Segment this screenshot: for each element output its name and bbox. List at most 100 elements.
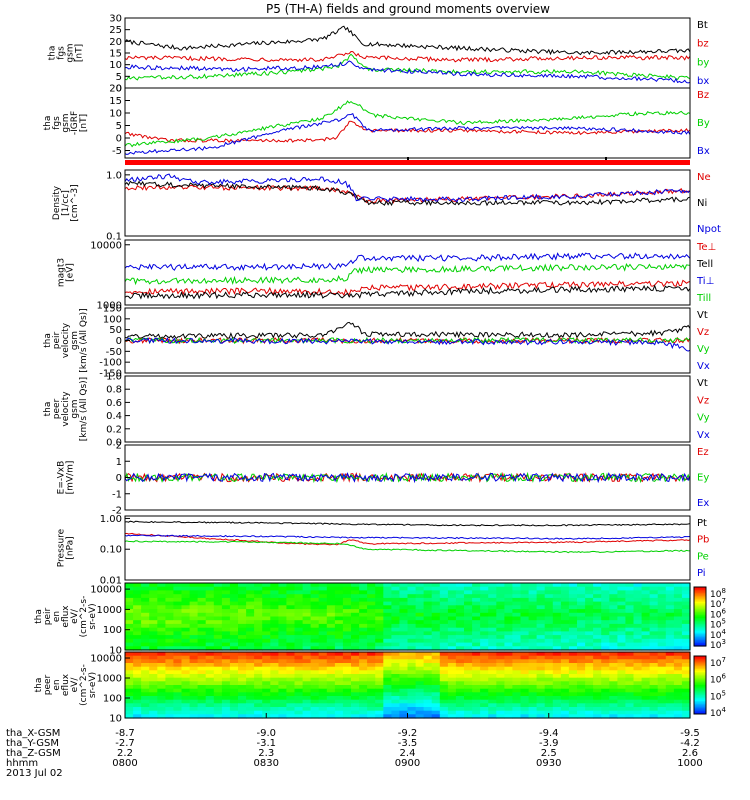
- spectrogram-cell: [149, 601, 158, 606]
- spectrogram-cell: [472, 677, 481, 682]
- colorbar-cell: [694, 606, 706, 609]
- colorbar-cell: [694, 660, 706, 663]
- spectrogram-cell: [520, 659, 530, 664]
- spectrogram-cell: [254, 594, 263, 599]
- legend-entry: Npot: [697, 224, 721, 235]
- spectrogram-cell: [197, 674, 207, 679]
- spectrogram-cell: [278, 631, 288, 636]
- spectrogram-cell: [665, 623, 675, 629]
- spectrogram-cell: [552, 594, 562, 599]
- spectrogram-cell: [205, 631, 215, 636]
- spectrogram-cell: [407, 597, 417, 603]
- spectrogram-cell: [641, 703, 651, 708]
- spectrogram-cell: [302, 663, 312, 668]
- spectrogram-cell: [254, 703, 263, 708]
- spectrogram-cell: [197, 663, 207, 668]
- spectrogram-cell: [375, 663, 384, 668]
- spectrogram-cell: [552, 655, 562, 660]
- spectrogram-cell: [657, 685, 667, 690]
- spectrogram-cell: [125, 688, 134, 693]
- spectrogram-cell: [633, 659, 643, 664]
- spectrogram-cell: [149, 583, 158, 588]
- spectrogram-cell: [181, 659, 191, 664]
- spectrogram-cell: [270, 659, 279, 664]
- spectrogram-cell: [488, 583, 497, 588]
- spectrogram-cell: [496, 609, 505, 614]
- spectrogram-cell: [407, 714, 417, 719]
- spectrogram-cell: [552, 688, 562, 693]
- spectrogram-cell: [229, 605, 239, 610]
- spectrogram-cell: [359, 688, 368, 693]
- spectrogram-cell: [270, 688, 279, 693]
- spectrogram-cell: [310, 696, 320, 701]
- spectrogram-cell: [318, 659, 328, 664]
- spectrogram-cell: [536, 594, 546, 599]
- spectrogram-cell: [270, 609, 279, 614]
- spectrogram-cell: [165, 666, 175, 671]
- spectrogram-cell: [286, 623, 296, 629]
- spectrogram-cell: [399, 597, 409, 603]
- spectrogram-cell: [480, 597, 489, 603]
- spectrogram-cell: [472, 594, 481, 599]
- spectrogram-cell: [326, 642, 336, 647]
- spectrogram-cell: [593, 685, 602, 690]
- spectrogram-cell: [229, 620, 239, 625]
- spectrogram-cell: [238, 590, 247, 595]
- spectrogram-cell: [383, 612, 392, 618]
- spectrogram-cell: [472, 620, 481, 625]
- spectrogram-cell: [536, 605, 546, 610]
- spectrogram-cell: [480, 609, 489, 614]
- series-fgm-1: [124, 100, 691, 148]
- colorbar-cell: [694, 628, 706, 631]
- spectrogram-cell: [464, 590, 473, 595]
- spectrogram-cell: [302, 666, 312, 671]
- spectrogram-cell: [681, 670, 691, 675]
- spectrogram-cell: [383, 620, 392, 625]
- colorbar-cell: [694, 598, 706, 601]
- spectrogram-cell: [601, 674, 610, 679]
- spectrogram-cell: [423, 609, 433, 614]
- spectrogram-cell: [359, 594, 368, 599]
- spectrogram-cell: [262, 597, 271, 603]
- y-tick-label: 100: [103, 625, 122, 636]
- spectrogram-cell: [665, 703, 675, 708]
- spectrogram-cell: [399, 612, 409, 618]
- spectrogram-cell: [673, 666, 683, 671]
- spectrogram-cell: [407, 670, 417, 675]
- spectrogram-cell: [512, 642, 522, 647]
- spectrogram-cell: [294, 594, 304, 599]
- spectrogram-cell: [528, 631, 538, 636]
- spectrogram-cell: [278, 714, 288, 719]
- y-tick-label: 10: [109, 60, 122, 71]
- spectrogram-cell: [633, 670, 643, 675]
- spectrogram-cell: [205, 655, 215, 660]
- spectrogram-cell: [585, 642, 594, 647]
- spectrogram-cell: [480, 699, 489, 704]
- spectrogram-cell: [262, 616, 271, 621]
- spectrogram-cell: [536, 655, 546, 660]
- spectrogram-cell: [568, 652, 578, 657]
- colorbar-cell: [694, 686, 706, 689]
- spectrogram-cell: [270, 623, 279, 629]
- spectrogram-cell: [133, 642, 142, 647]
- spectrogram-cell: [447, 609, 457, 614]
- spectrogram-cell: [141, 707, 150, 712]
- spectrogram-cell: [367, 609, 376, 614]
- y-tick-label: -150: [99, 369, 122, 380]
- spectrogram-cell: [665, 646, 675, 651]
- spectrogram-cell: [197, 631, 207, 636]
- spectrogram-cell: [318, 670, 328, 675]
- spectrogram-cell: [294, 635, 304, 640]
- spectrogram-cell: [270, 696, 279, 701]
- spectrogram-cell: [205, 594, 215, 599]
- spectrogram-cell: [165, 714, 175, 719]
- spectrogram-cell: [673, 707, 683, 712]
- spectrogram-cell: [439, 616, 449, 621]
- spectrogram-cell: [431, 635, 441, 640]
- spectrogram-cell: [254, 635, 263, 640]
- spectrogram-cell: [133, 685, 142, 690]
- colorbar-cell: [694, 693, 706, 696]
- spectrogram-cell: [536, 670, 546, 675]
- spectrogram-cell: [617, 681, 627, 686]
- spectrogram-cell: [342, 601, 352, 606]
